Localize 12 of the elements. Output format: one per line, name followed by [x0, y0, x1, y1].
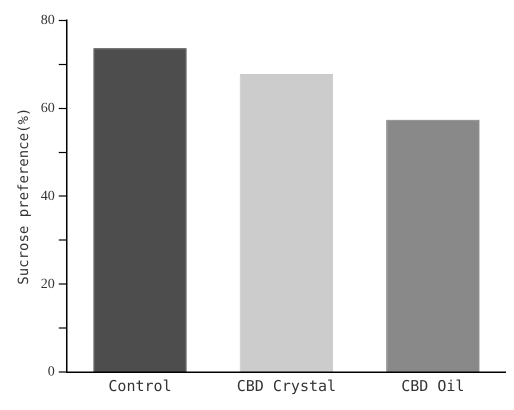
y-tick-label: 80	[40, 13, 55, 28]
y-tick-label: 60	[40, 100, 55, 116]
bar	[386, 120, 480, 372]
y-tick-label: 0	[48, 364, 55, 380]
x-tick-label: CBD Crystal	[236, 376, 336, 395]
y-tick-label: 20	[40, 276, 55, 292]
x-tick-label: CBD Oil	[401, 376, 464, 395]
y-tick-label: 40	[40, 188, 55, 204]
x-tick-label: Control	[108, 376, 172, 395]
bar	[93, 48, 187, 372]
bar	[240, 74, 334, 372]
y-axis-title: Sucrose preference(%)	[16, 108, 32, 285]
